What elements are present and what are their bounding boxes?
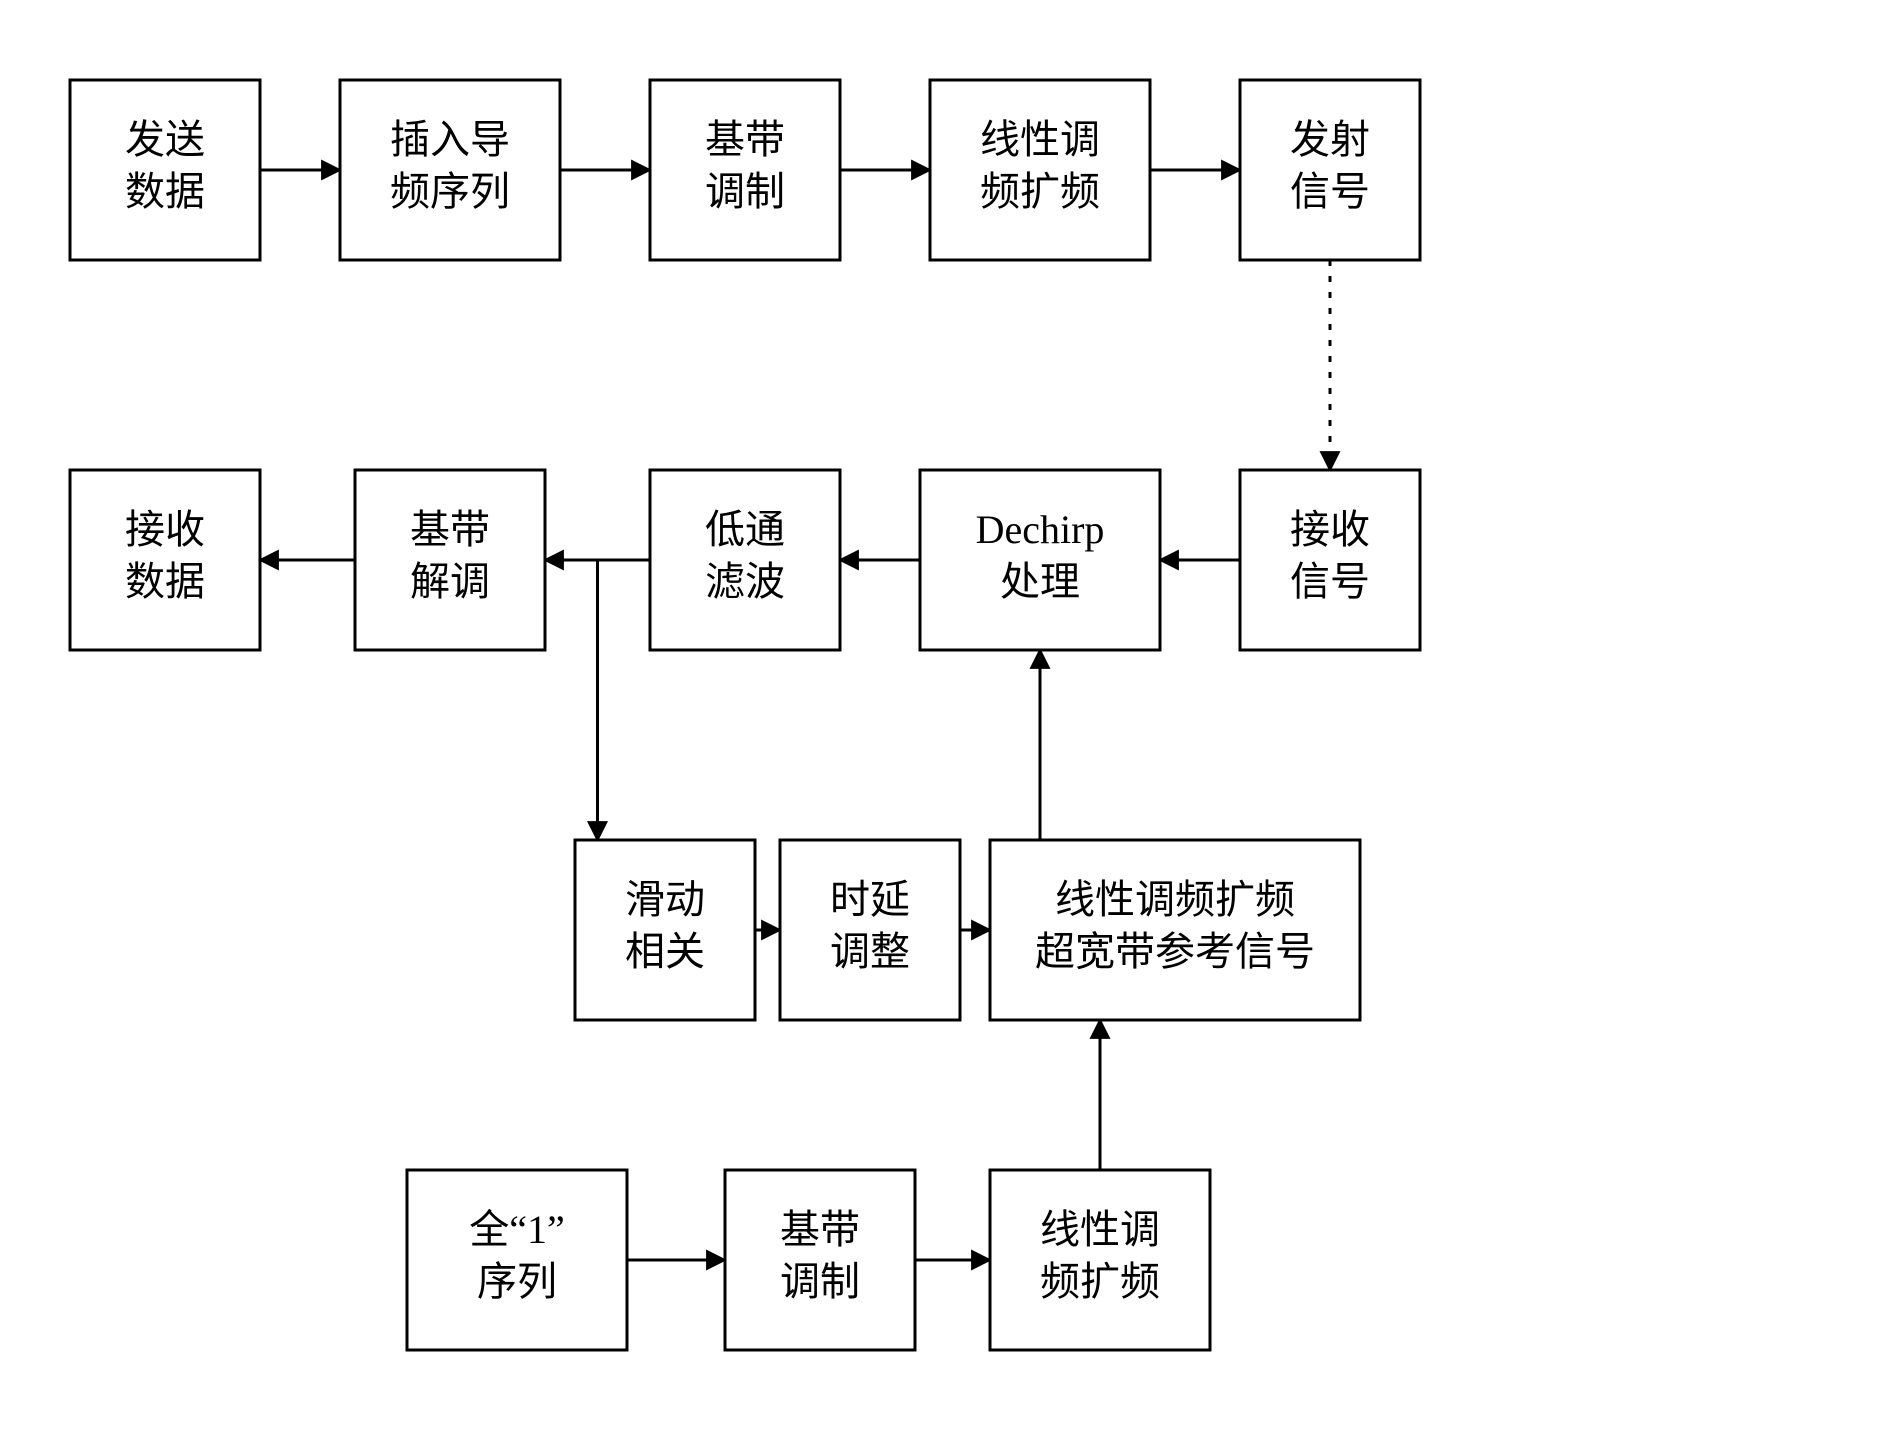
flow-node-label: 处理 [1000, 559, 1080, 604]
flow-node-n3: 基带调制 [650, 80, 840, 260]
flow-node-n1: 发送数据 [70, 80, 260, 260]
flow-node-n10: 接收数据 [70, 470, 260, 650]
flow-node-label: 发射 [1290, 117, 1370, 162]
flow-node-label: 线性调 [1040, 1207, 1160, 1252]
flow-node-label: 信号 [1290, 169, 1370, 214]
flow-node-label: 数据 [125, 559, 205, 604]
flow-node-label: 序列 [477, 1259, 557, 1304]
flow-node-label: 相关 [625, 929, 705, 974]
flow-node-n7: Dechirp 处理 [920, 470, 1160, 650]
flow-node-label: 频扩频 [980, 169, 1100, 214]
flow-node-n16: 线性调频扩频 [990, 1170, 1210, 1350]
flow-node-n4: 线性调频扩频 [930, 80, 1150, 260]
flow-node-n2: 插入导频序列 [340, 80, 560, 260]
flow-node-label: Dechirp [976, 507, 1105, 552]
flow-node-label: 频扩频 [1040, 1259, 1160, 1304]
flow-node-n8: 低通滤波 [650, 470, 840, 650]
flowchart-canvas: 发送数据插入导频序列基带调制线性调频扩频发射信号接收信号Dechirp处理低通滤… [0, 0, 1890, 1444]
flow-node-n13: 线性调频扩频超宽带参考信号 [990, 840, 1360, 1020]
flow-node-label: 基带 [780, 1207, 860, 1252]
flow-node-n12: 时延调整 [780, 840, 960, 1020]
flow-node-label: 低通 [705, 507, 785, 552]
flow-node-label: 线性调频扩频 [1055, 877, 1295, 922]
flow-node-label: 基带 [705, 117, 785, 162]
flow-node-label: 解调 [410, 559, 490, 604]
flow-node-label: 线性调 [980, 117, 1100, 162]
flow-node-label: 调制 [780, 1259, 860, 1304]
flow-node-n5: 发射信号 [1240, 80, 1420, 260]
flow-node-label: 频序列 [390, 169, 510, 214]
flow-node-n11: 滑动相关 [575, 840, 755, 1020]
flow-node-label: 插入导 [390, 117, 510, 162]
flow-node-label: 接收 [1290, 507, 1370, 552]
flow-node-label: 调制 [705, 169, 785, 214]
flow-node-label: 信号 [1290, 559, 1370, 604]
flow-node-label: 超宽带参考信号 [1035, 929, 1315, 974]
flow-node-n14: 全“1” 序列 [407, 1170, 627, 1350]
flow-node-label: 调整 [830, 929, 910, 974]
flow-node-label: 滑动 [625, 877, 705, 922]
flow-node-label: 时延 [830, 877, 910, 922]
flow-node-n9: 基带解调 [355, 470, 545, 650]
flow-node-label: 发送 [125, 117, 205, 162]
flow-node-n15: 基带调制 [725, 1170, 915, 1350]
flow-node-n6: 接收信号 [1240, 470, 1420, 650]
flow-node-label: 滤波 [705, 559, 785, 604]
flow-node-label: 接收 [125, 507, 205, 552]
flow-node-label: 基带 [410, 507, 490, 552]
flow-node-label: 全“1” [469, 1207, 565, 1252]
flow-node-label: 数据 [125, 169, 205, 214]
